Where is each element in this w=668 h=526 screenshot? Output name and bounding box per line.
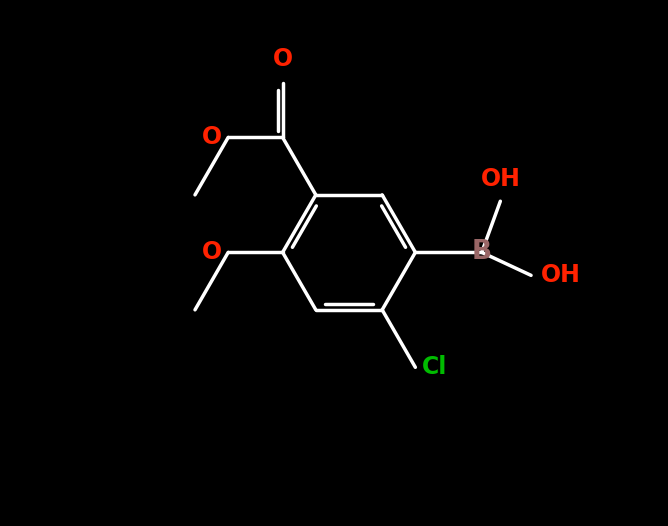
Text: O: O <box>202 125 222 149</box>
Text: O: O <box>202 240 222 265</box>
Text: OH: OH <box>541 264 581 287</box>
Text: Cl: Cl <box>422 356 448 379</box>
Text: OH: OH <box>480 167 520 190</box>
Text: O: O <box>273 47 293 71</box>
Text: B: B <box>472 239 492 265</box>
